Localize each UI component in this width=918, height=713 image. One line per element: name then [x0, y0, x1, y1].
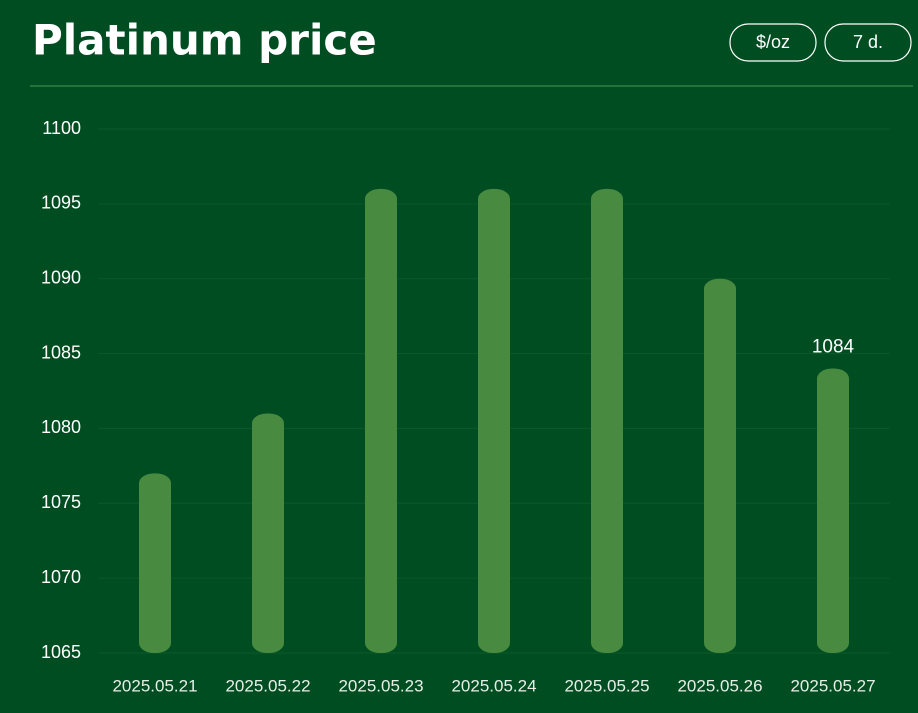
bar: [139, 473, 171, 653]
bar: [478, 188, 510, 653]
button-frame[interactable]: [824, 23, 912, 62]
x-tick-label: 2025.05.23: [338, 676, 423, 695]
y-tick-label: 1090: [41, 267, 81, 287]
bar: [591, 188, 623, 653]
x-tick-label: 2025.05.27: [790, 676, 875, 695]
y-tick-label: 1075: [41, 492, 81, 512]
x-tick-label: 2025.05.26: [677, 676, 762, 695]
toggle-button[interactable]: $/oz: [729, 23, 817, 62]
bar: [817, 368, 849, 653]
bar: [365, 188, 397, 653]
y-tick-label: 1070: [41, 567, 81, 587]
x-tick-label: 2025.05.21: [112, 676, 197, 695]
y-tick-label: 1065: [41, 642, 81, 662]
x-tick-label: 2025.05.22: [225, 676, 310, 695]
x-tick-label: 2025.05.24: [451, 676, 536, 695]
y-tick-label: 1080: [41, 417, 81, 437]
bar: [704, 278, 736, 653]
y-tick-label: 1100: [42, 118, 81, 138]
x-tick-label: 2025.05.25: [564, 676, 649, 695]
data-label: 1084: [812, 337, 855, 358]
y-tick-label: 1095: [41, 193, 81, 213]
button-frame[interactable]: [729, 23, 817, 62]
toggle-button[interactable]: 7 d.: [824, 23, 912, 62]
button-label[interactable]: $/oz: [756, 32, 790, 52]
y-tick-label: 1085: [41, 342, 81, 362]
chart-title: Platinum price: [32, 16, 377, 65]
button-label[interactable]: 7 d.: [853, 32, 883, 52]
bar: [252, 413, 284, 653]
